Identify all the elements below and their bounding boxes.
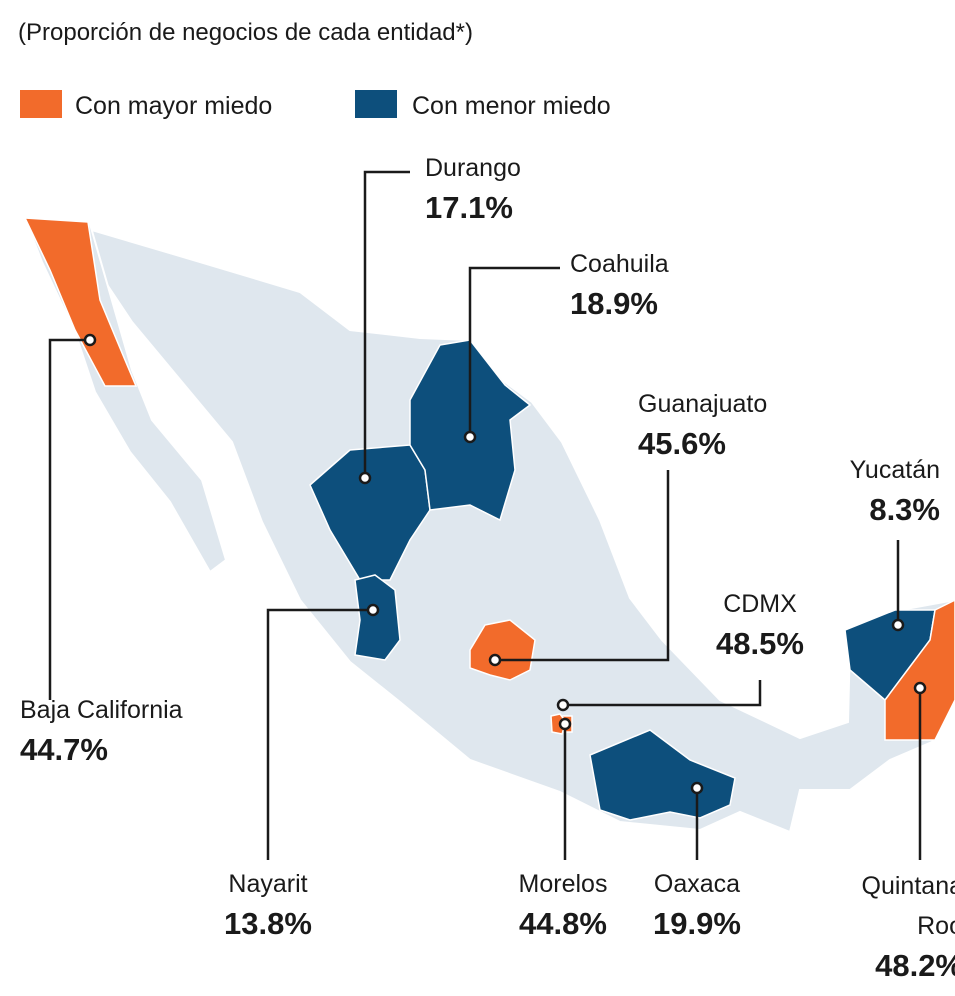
leader-dot — [463, 430, 477, 444]
leader-dot — [558, 717, 572, 731]
region-name: Baja California — [20, 696, 183, 724]
region-value: 48.2% — [875, 948, 955, 983]
region-value: 18.9% — [570, 286, 658, 321]
region-name: Oaxaca — [654, 870, 740, 898]
state-shape — [589, 729, 736, 821]
region-value: 45.6% — [638, 426, 726, 461]
leader-dot — [891, 618, 905, 632]
region-name: Nayarit — [228, 870, 307, 898]
leader-line — [48, 338, 90, 700]
leader-dot — [488, 653, 502, 667]
subtitle: (Proporción de negocios de cada entidad*… — [18, 19, 473, 46]
region-name: CDMX — [723, 590, 797, 618]
region-name: Guanajuato — [638, 390, 767, 418]
region-value: 44.7% — [20, 732, 108, 767]
state-shape — [354, 574, 401, 661]
legend-label: Con mayor miedo — [75, 92, 272, 120]
labels: Baja California 44.7% Durango 17.1% Coahuila… — [20, 154, 940, 941]
leader-line — [563, 680, 762, 707]
leader-dot — [690, 781, 704, 795]
region-name: Durango — [425, 154, 521, 182]
region-value: 19.9% — [653, 906, 741, 941]
state-shape — [884, 599, 955, 741]
state-shape — [23, 217, 138, 387]
legend: Con mayor miedo Con menor miedo — [20, 90, 611, 120]
region-value: 13.8% — [224, 906, 312, 941]
leader-dot — [366, 603, 380, 617]
region-value: 48.5% — [716, 626, 804, 661]
region-name: Yucatán — [850, 456, 940, 484]
region-value: 17.1% — [425, 190, 513, 225]
leader-line — [266, 608, 373, 860]
region-name: Morelos — [519, 870, 608, 898]
legend-swatch — [20, 90, 62, 118]
leader-line — [468, 266, 560, 437]
region-name: Coahuila — [570, 250, 669, 278]
region-value: 44.8% — [519, 906, 607, 941]
legend-swatch — [355, 90, 397, 118]
region-name: Quintana Roo — [861, 872, 955, 940]
leader-line — [495, 470, 670, 662]
region-value: 8.3% — [869, 492, 940, 527]
leader-line — [363, 170, 410, 478]
leader-dot — [358, 471, 372, 485]
quintana-roo-label: Quintana Roo 48.2% — [830, 866, 955, 986]
state-shape — [469, 619, 536, 681]
leader-dot — [83, 333, 97, 347]
state-shape — [309, 444, 431, 581]
base-map — [23, 216, 955, 834]
legend-label: Con menor miedo — [412, 92, 611, 120]
leader-dot — [913, 681, 927, 695]
leader-dot — [556, 698, 570, 712]
